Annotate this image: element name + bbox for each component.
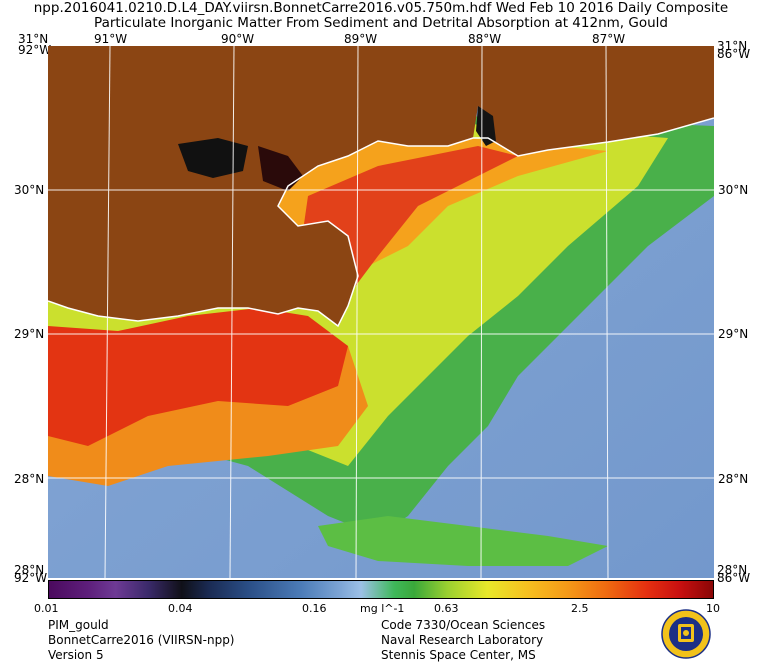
satellite-map [48,46,714,578]
graticule [48,46,714,578]
lat-tick-right-28n: 28°N [718,472,749,486]
corner-lon-bottom-right: 86°W [717,571,751,585]
mobile-bay [476,106,496,146]
lon-tick-top-89w: 89°W [344,32,378,46]
lon-tick-top-88w: 88°W [468,32,502,46]
dataset-name: BonnetCarre2016 (VIIRSN-npp) [48,633,235,647]
corner-lat-bottom-right: 28°N [717,563,748,577]
lake-borgne [258,146,303,191]
corner-lat-bottom-left: 28°N [14,563,45,577]
version-label: Version 5 [48,648,104,662]
lat-tick-right-29n: 29°N [718,327,749,341]
corner-lon-bottom-left: 92°W [14,571,48,585]
colorbar-label-0.01: 0.01 [34,602,59,615]
org-location: Stennis Space Center, MS [381,648,536,662]
colorbar-label-0.63: 0.63 [434,602,459,615]
colorbar-label-2.5: 2.5 [571,602,589,615]
lat-tick-left-30n: 30°N [14,183,45,197]
corner-lon-top-left: 92°W [18,43,52,57]
colorbar-label-10: 10 [706,602,720,615]
corner-lat-top-right: 31°N [717,39,748,53]
title-line-2: Particulate Inorganic Matter From Sedime… [94,15,668,31]
lat-tick-right-30n: 30°N [718,183,749,197]
org-name: Naval Research Laboratory [381,633,544,647]
lake-pontchartrain [178,138,248,178]
lon-tick-top-87w: 87°W [592,32,626,46]
colorbar [48,580,714,599]
lat-tick-left-28n: 28°N [14,472,45,486]
green-offshore-patch [318,516,608,566]
land [48,46,714,326]
lon-tick-top-90w: 90°W [221,32,255,46]
colorbar-label-0.04: 0.04 [168,602,193,615]
org-code: Code 7330/Ocean Sciences [381,618,546,632]
lon-tick-top-91w: 91°W [94,32,128,46]
corner-lat-top-left: 31°N [18,32,49,46]
red-coastal-waters [48,308,348,446]
coastline [48,117,714,328]
corner-lon-top-right: 86°W [717,47,751,61]
product-name: PIM_gould [48,618,109,632]
title-line-1: npp.2016041.0210.D.L4_DAY.viirsn.BonnetC… [33,0,729,16]
nrl-seal-logo [661,609,711,659]
colorbar-label-0.16: 0.16 [302,602,327,615]
colorbar-unit: mg l^-1 [360,602,405,615]
lat-tick-left-29n: 29°N [14,327,45,341]
